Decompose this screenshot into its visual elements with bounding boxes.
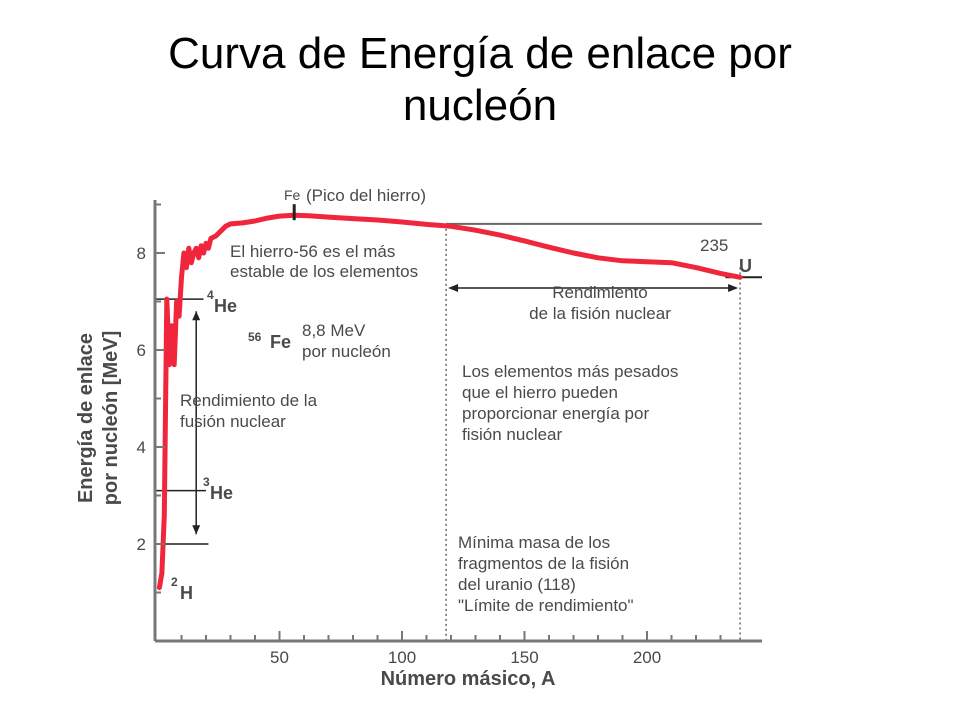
min-mass-line1: Mínima masa de los	[458, 533, 610, 552]
fe56-mass-number: 56	[248, 330, 262, 344]
fusion-note-line1: Rendimiento de la	[180, 391, 318, 410]
iron-note-line1: El hierro-56 es el más	[230, 242, 395, 261]
iron-peak-label: (Pico del hierro)	[306, 186, 426, 205]
heavy-elements-line4: fisión nuclear	[462, 425, 563, 444]
chart-axes-layer	[153, 200, 762, 643]
series-line-0	[156, 212, 743, 591]
he4-mass-number: 4	[207, 288, 214, 302]
x-axis-title: Número másico, A	[381, 668, 556, 690]
x-tick-label: 150	[510, 648, 538, 667]
heavy-elements-line1: Los elementos más pesados	[462, 362, 678, 381]
y-axis-title-line2: por nucleón [MeV]	[100, 331, 122, 505]
fusion-arrow-head-down	[192, 525, 201, 535]
x-tick-label: 50	[270, 648, 289, 667]
fe56-label: Fe	[270, 332, 291, 352]
h2-label: H	[180, 583, 193, 603]
fe-label: Fe	[284, 187, 301, 203]
fusion-note-line2: fusión nuclear	[180, 412, 286, 431]
fusion-arrow-head-up	[192, 311, 201, 321]
x-tick-label: 200	[633, 648, 661, 667]
fission-yield-line1: Rendimiento	[552, 283, 647, 302]
heavy-elements-line2: que el hierro pueden	[462, 383, 618, 402]
he3-mass-number: 3	[203, 475, 210, 489]
y-tick-label: 6	[137, 341, 146, 360]
min-mass-line4: "Límite de rendimiento"	[458, 596, 634, 615]
chart-ticks-layer: 50 100 150 200 2 4 6 8	[137, 203, 722, 667]
y-tick-label: 4	[137, 438, 146, 457]
slide-title-line1: Curva de Energía de enlace por	[168, 29, 792, 78]
y-tick-label: 8	[137, 244, 146, 263]
h2-mass-number: 2	[171, 575, 178, 589]
slide-title-line2: nucleón	[402, 81, 558, 130]
heavy-elements-line3: proporcionar energía por	[462, 404, 649, 423]
he3-label: He	[210, 483, 233, 503]
mev-note-line1: 8,8 MeV	[302, 321, 366, 340]
y-tick-label: 2	[137, 535, 146, 554]
fission-arrow-head-right	[728, 284, 739, 292]
mev-note-line2: por nucleón	[302, 342, 391, 361]
he4-label: He	[214, 296, 237, 316]
fission-yield-line2: de la fisión nuclear	[529, 304, 671, 323]
fission-arrow-head-left	[448, 284, 459, 292]
x-tick-label: 100	[388, 648, 416, 667]
iron-note-line2: estable de los elementos	[230, 262, 418, 281]
min-mass-line3: del uranio (118)	[458, 575, 576, 594]
chart-curve-layer	[156, 204, 743, 591]
min-mass-line2: fragmentos de la fisión	[458, 554, 629, 573]
y-axis-title-line1: Energía de enlace	[75, 333, 97, 503]
u235-label: U	[739, 256, 752, 276]
slide-title: Curva de Energía de enlace por nucleón	[0, 28, 960, 132]
u235-mass-number: 235	[700, 236, 728, 255]
